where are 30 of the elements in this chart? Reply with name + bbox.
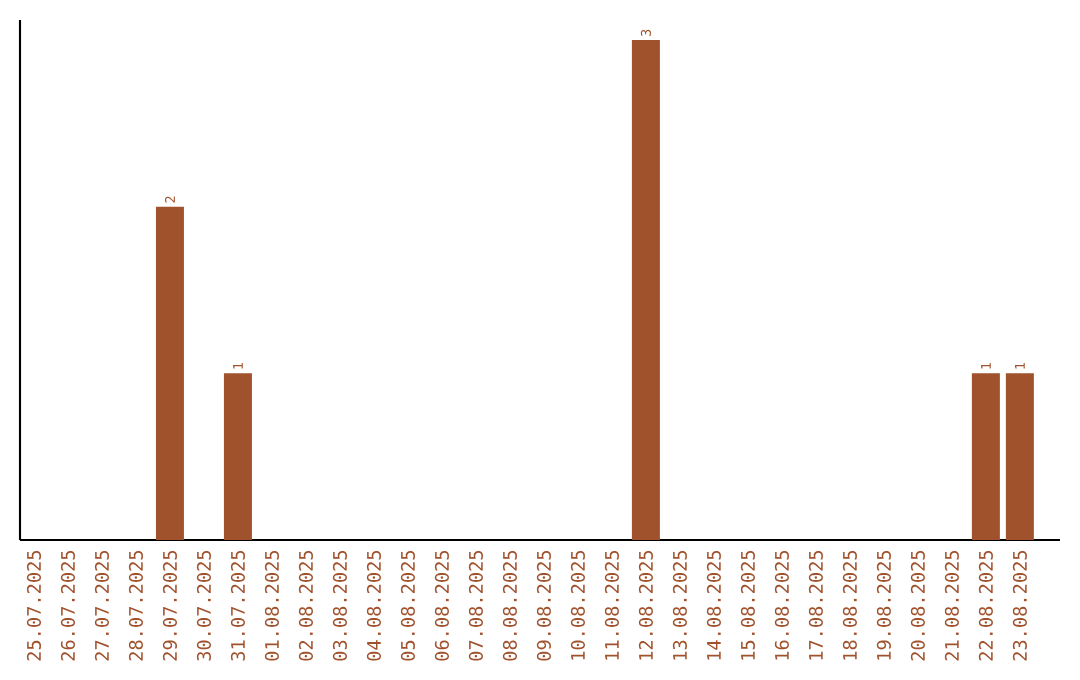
x-tick-label: 22.08.2025 (978, 550, 993, 661)
x-tick-label: 11.08.2025 (604, 550, 619, 660)
x-tick-label: 29.07.2025 (162, 550, 177, 661)
x-tick-label: 21.08.2025 (944, 550, 959, 661)
x-tick-label: 12.08.2025 (638, 550, 653, 660)
x-tick-label: 19.08.2025 (876, 550, 891, 660)
x-tick-label: 03.08.2025 (332, 550, 347, 661)
x-tick-label: 28.07.2025 (128, 550, 143, 661)
x-tick-label: 02.08.2025 (298, 550, 313, 661)
x-tick-label: 07.08.2025 (468, 550, 483, 661)
x-tick-label: 10.08.2025 (570, 550, 585, 660)
x-tick-label: 23.08.2025 (1012, 550, 1027, 661)
x-tick-label: 27.07.2025 (94, 550, 109, 661)
x-tick-label: 25.07.2025 (26, 550, 41, 661)
x-tick-label: 06.08.2025 (434, 550, 449, 661)
x-tick-label: 14.08.2025 (706, 550, 721, 660)
x-tick-label: 20.08.2025 (910, 550, 925, 661)
x-tick-label: 09.08.2025 (536, 550, 551, 661)
x-tick-label: 16.08.2025 (774, 550, 789, 660)
x-tick-label: 04.08.2025 (366, 550, 381, 661)
x-tick-label: 26.07.2025 (60, 550, 75, 661)
x-tick-label: 31.07.2025 (230, 550, 245, 661)
x-tick-label: 08.08.2025 (502, 550, 517, 661)
x-tick-label: 15.08.2025 (740, 550, 755, 660)
x-tick-label: 13.08.2025 (672, 550, 687, 660)
x-tick-label: 17.08.2025 (808, 550, 823, 660)
x-tick-label: 01.08.2025 (264, 550, 279, 661)
x-tick-label: 30.07.2025 (196, 550, 211, 661)
x-tick-label: 18.08.2025 (842, 550, 857, 660)
x-tick-label: 05.08.2025 (400, 550, 415, 661)
